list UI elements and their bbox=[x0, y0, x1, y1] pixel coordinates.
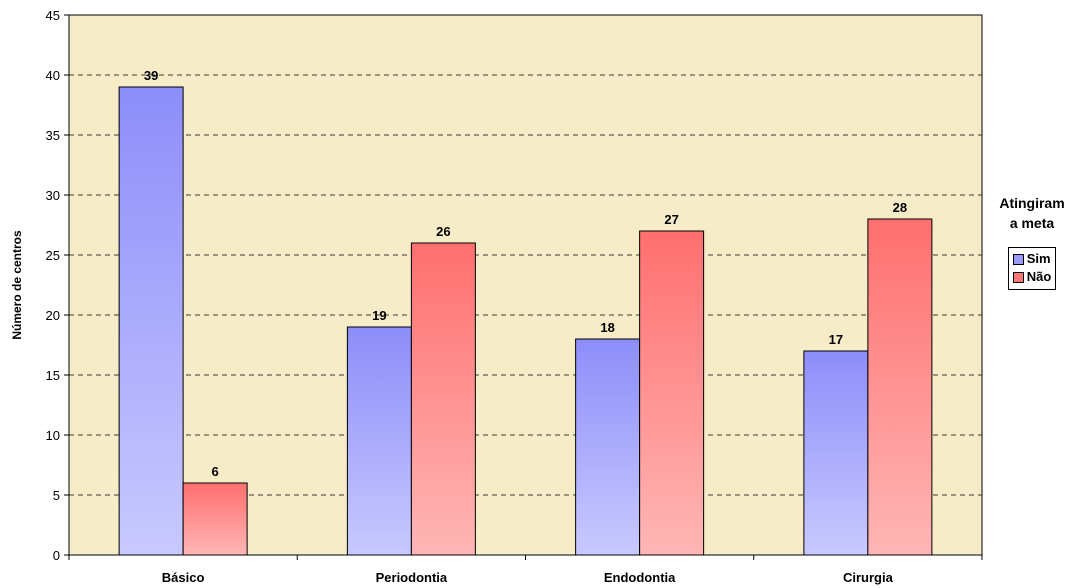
bar-sim bbox=[803, 350, 869, 556]
legend-swatch-nao bbox=[1012, 271, 1024, 283]
y-axis-ticks: 0 5 10 15 20 25 30 35 40 45 bbox=[46, 8, 69, 563]
data-label: 6 bbox=[212, 464, 219, 479]
y-axis-title: Número de centros bbox=[10, 230, 24, 340]
legend-title-line-2: a meta bbox=[1009, 215, 1055, 231]
bar-nao bbox=[182, 482, 248, 556]
legend-title: Atingiram a meta bbox=[984, 193, 1080, 233]
y-tick-label: 35 bbox=[46, 128, 60, 143]
y-tick-label: 0 bbox=[53, 548, 60, 563]
y-tick-label: 40 bbox=[46, 68, 60, 83]
data-label: 28 bbox=[893, 200, 907, 215]
x-axis-labels: Básico Periodontia Endodontia Cirurgia bbox=[68, 555, 983, 585]
bar-sim bbox=[575, 338, 641, 556]
y-tick-label: 20 bbox=[46, 308, 60, 323]
legend: Atingiram a meta Sim Não bbox=[984, 193, 1080, 290]
bar-nao bbox=[639, 230, 705, 556]
y-tick-label: 30 bbox=[46, 188, 60, 203]
data-label: 19 bbox=[372, 308, 386, 323]
legend-swatch-sim bbox=[1012, 253, 1024, 265]
data-label: 39 bbox=[144, 68, 158, 83]
data-labels: 39 6 19 26 18 27 17 28 bbox=[144, 68, 907, 479]
y-tick-label: 15 bbox=[46, 368, 60, 383]
y-tick-label: 5 bbox=[53, 488, 60, 503]
legend-item-nao: Não bbox=[1012, 268, 1052, 286]
data-label: 26 bbox=[436, 224, 450, 239]
bar-sim bbox=[118, 86, 184, 556]
bar-nao bbox=[410, 242, 476, 556]
bar-nao bbox=[867, 218, 933, 556]
legend-title-line-1: Atingiram bbox=[999, 195, 1065, 211]
x-category-label: Básico bbox=[162, 570, 205, 585]
bars bbox=[118, 86, 933, 556]
legend-box: Sim Não bbox=[1007, 247, 1057, 290]
y-tick-label: 10 bbox=[46, 428, 60, 443]
data-label: 27 bbox=[664, 212, 678, 227]
legend-item-sim: Sim bbox=[1012, 250, 1052, 268]
bar-sim bbox=[346, 326, 412, 556]
legend-label-nao: Não bbox=[1026, 269, 1052, 284]
y-tick-label: 25 bbox=[46, 248, 60, 263]
data-label: 18 bbox=[600, 320, 614, 335]
legend-label-sim: Sim bbox=[1026, 251, 1051, 266]
x-category-label: Cirurgia bbox=[843, 570, 894, 585]
x-category-label: Periodontia bbox=[376, 570, 448, 585]
y-tick-label: 45 bbox=[46, 8, 60, 23]
data-label: 17 bbox=[829, 332, 843, 347]
x-category-label: Endodontia bbox=[604, 570, 676, 585]
